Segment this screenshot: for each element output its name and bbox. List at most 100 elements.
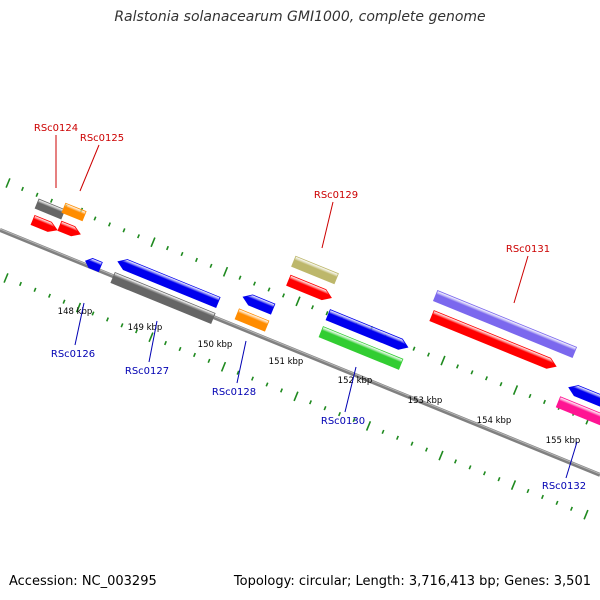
tick-mark bbox=[541, 494, 544, 500]
tick-mark bbox=[93, 216, 97, 221]
gene-bar-rsc0125-feature bbox=[61, 202, 87, 222]
tick-mark bbox=[410, 441, 414, 446]
tick-mark bbox=[251, 376, 254, 381]
tick-mark bbox=[543, 399, 546, 405]
tick-mark bbox=[3, 273, 9, 283]
tick-mark bbox=[253, 281, 256, 286]
tick-mark bbox=[193, 352, 196, 358]
tick-mark bbox=[62, 299, 66, 304]
tick-mark bbox=[440, 355, 446, 366]
tick-mark bbox=[526, 488, 530, 494]
gene-label-rsc0129: RSc0129 bbox=[314, 190, 358, 201]
tick-mark bbox=[106, 317, 109, 322]
tick-mark bbox=[35, 192, 39, 197]
ruler-label: 154 kbp bbox=[477, 416, 512, 426]
tick-mark bbox=[454, 459, 457, 464]
gene-bar-rsc0127 bbox=[117, 259, 221, 309]
tick-mark bbox=[427, 352, 430, 357]
tick-mark bbox=[137, 234, 140, 239]
gene-bar-rsc0130-feature bbox=[318, 326, 404, 370]
tick-mark bbox=[325, 311, 329, 316]
gene-bar-rsc0128 bbox=[242, 294, 276, 315]
gene-label-rsc0130: RSc0130 bbox=[321, 416, 365, 427]
gene-leader-rsc0130 bbox=[344, 366, 357, 413]
tick-mark bbox=[75, 302, 82, 313]
tick-mark bbox=[33, 287, 37, 292]
gene-leader-rsc0131 bbox=[513, 255, 529, 304]
gene-bar-rsc0124-feature bbox=[34, 198, 66, 220]
gene-leader-rsc0129 bbox=[321, 201, 334, 249]
gene-bar-rsc0128-feature bbox=[234, 308, 270, 332]
tick-mark bbox=[238, 275, 242, 280]
genome-backbone-highlight bbox=[0, 228, 600, 475]
gene-bar-rsc0125 bbox=[57, 220, 81, 237]
gene-label-rsc0131: RSc0131 bbox=[506, 244, 550, 255]
gene-leader-rsc0125 bbox=[79, 144, 100, 192]
tick-mark bbox=[220, 361, 227, 372]
gene-label-rsc0128: RSc0128 bbox=[212, 387, 256, 398]
tick-mark bbox=[512, 385, 519, 396]
tick-mark bbox=[438, 450, 444, 461]
ruler-label: 152 kbp bbox=[338, 376, 373, 386]
tick-mark bbox=[166, 245, 169, 251]
tick-mark bbox=[5, 178, 11, 188]
tick-mark bbox=[48, 293, 51, 298]
genome-backbone-line bbox=[0, 228, 600, 477]
gene-bar-rsc0124 bbox=[30, 214, 58, 232]
tick-mark bbox=[21, 186, 24, 192]
ruler-label: 155 kbp bbox=[546, 436, 581, 446]
gene-label-rsc0125: RSc0125 bbox=[80, 133, 124, 144]
tick-mark bbox=[265, 382, 269, 387]
tick-mark bbox=[19, 281, 22, 287]
tick-mark bbox=[236, 370, 240, 375]
gene-leader-rsc0128 bbox=[236, 340, 247, 384]
tick-mark bbox=[470, 370, 474, 375]
tick-mark bbox=[338, 411, 341, 417]
accession-text: Accession: NC_003295 bbox=[9, 574, 157, 589]
tick-mark bbox=[148, 332, 154, 343]
tick-mark bbox=[311, 305, 314, 310]
ruler-label: 150 kbp bbox=[198, 340, 233, 350]
gene-bar-rsc0129-feature bbox=[291, 255, 339, 285]
gene-bar-rsc0131 bbox=[429, 310, 557, 369]
tick-mark bbox=[150, 237, 156, 248]
tick-mark bbox=[396, 435, 399, 440]
gene-bar-rsc0126 bbox=[85, 258, 103, 273]
ruler-label: 153 kbp bbox=[408, 396, 443, 406]
tick-mark bbox=[497, 477, 501, 482]
tick-mark bbox=[456, 364, 459, 369]
tick-mark bbox=[209, 263, 213, 268]
gene-leader-rsc0132 bbox=[565, 441, 578, 479]
tick-mark bbox=[108, 222, 111, 227]
ruler-label: 151 kbp bbox=[269, 357, 304, 367]
tick-mark bbox=[207, 358, 211, 363]
tick-mark bbox=[178, 346, 182, 352]
gene-label-rsc0127: RSc0127 bbox=[125, 366, 169, 377]
tick-mark bbox=[425, 447, 428, 452]
gene-label-rsc0124: RSc0124 bbox=[34, 123, 78, 134]
tick-mark bbox=[483, 471, 486, 476]
genome-summary-text: Topology: circular; Length: 3,716,413 bp… bbox=[233, 574, 591, 589]
tick-mark bbox=[365, 421, 372, 431]
tick-mark bbox=[295, 296, 301, 307]
tick-mark bbox=[222, 266, 229, 277]
tick-mark bbox=[91, 311, 95, 316]
tick-mark bbox=[122, 228, 126, 233]
tick-mark bbox=[499, 382, 503, 387]
tick-mark bbox=[583, 509, 589, 520]
tick-mark bbox=[323, 406, 327, 411]
tick-mark bbox=[555, 500, 559, 506]
tick-mark bbox=[468, 465, 472, 470]
map-title: Ralstonia solanacearum GMI1000, complete… bbox=[114, 9, 486, 25]
tick-mark bbox=[120, 323, 124, 328]
tick-mark bbox=[352, 417, 356, 423]
tick-mark bbox=[50, 198, 53, 203]
gene-bar-rsc0129 bbox=[286, 274, 332, 301]
tick-mark bbox=[280, 388, 283, 393]
gene-bar-rsc0127-feature bbox=[110, 271, 216, 325]
tick-mark bbox=[180, 251, 184, 257]
gene-leader-rsc0127 bbox=[148, 320, 158, 363]
gene-leader-rsc0126 bbox=[74, 302, 85, 346]
